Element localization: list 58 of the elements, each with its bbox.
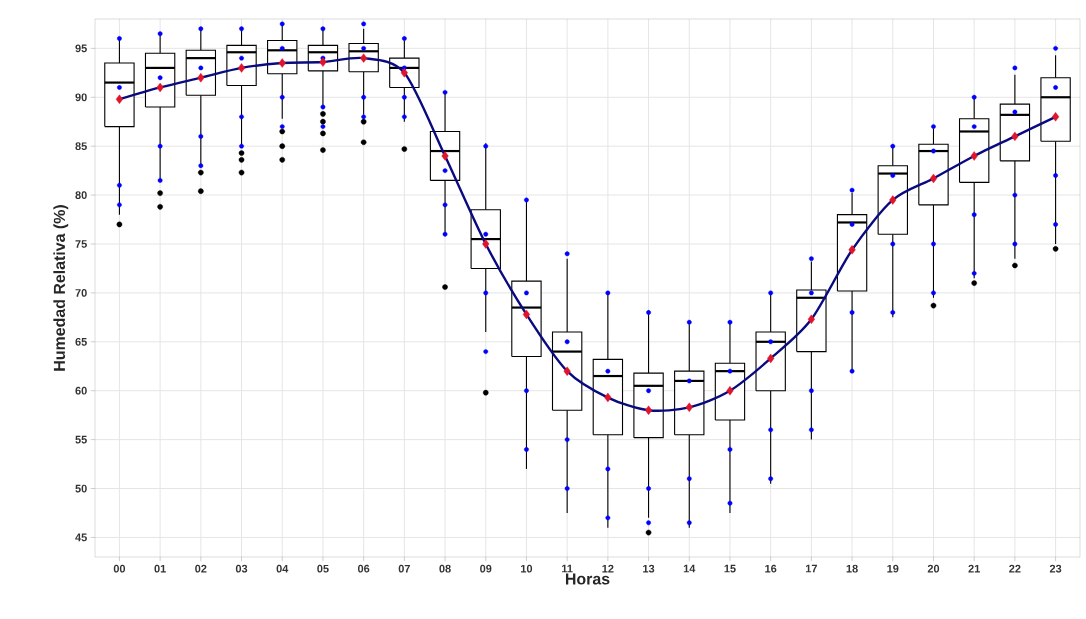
- y-tick-label: 45: [75, 533, 87, 542]
- x-tick-label: 20: [927, 564, 940, 573]
- y-tick-label: 95: [75, 44, 87, 53]
- y-tick-label: 90: [75, 93, 87, 102]
- x-tick-label: 05: [317, 564, 329, 573]
- x-tick-label: 16: [765, 564, 777, 573]
- point: [726, 386, 734, 396]
- point: [197, 73, 205, 83]
- y-axis-title: Humedad Relativa (%): [53, 205, 69, 371]
- x-tick-label: 13: [643, 564, 655, 573]
- point: [278, 58, 286, 68]
- x-tick-label: 14: [683, 564, 696, 573]
- point: [929, 173, 938, 184]
- x-tick-label: 03: [235, 564, 248, 573]
- x-tick-label: 09: [480, 564, 492, 573]
- x-tick-label: 22: [1009, 564, 1021, 573]
- point: [1011, 131, 1019, 142]
- x-tick-label: 10: [521, 564, 533, 573]
- point: [767, 353, 775, 364]
- x-tick-label: 23: [1049, 564, 1062, 573]
- x-tick-label: 21: [968, 564, 980, 573]
- point: [482, 239, 490, 249]
- y-tick-label: 80: [75, 191, 87, 199]
- y-tick-label: 55: [75, 435, 87, 444]
- point: [604, 392, 612, 403]
- y-tick-label: 60: [75, 386, 87, 395]
- point: [522, 309, 531, 320]
- point: [237, 63, 246, 73]
- point: [156, 82, 164, 93]
- x-tick-label: 01: [154, 564, 166, 573]
- point: [441, 151, 449, 161]
- point: [645, 405, 653, 415]
- x-axis-title: Horas: [565, 573, 610, 585]
- y-tick-label: 85: [75, 142, 87, 151]
- x-tick-label: 12: [602, 564, 614, 573]
- y-tick-label: 65: [75, 337, 87, 346]
- point: [889, 195, 897, 205]
- point: [970, 151, 978, 161]
- x-tick-label: 08: [439, 564, 451, 573]
- x-tick-label: 17: [805, 564, 817, 573]
- point: [807, 314, 815, 324]
- y-tick-label: 70: [75, 289, 87, 297]
- x-tick-label: 00: [113, 564, 126, 573]
- point: [685, 402, 693, 413]
- x-tick-label: 02: [195, 564, 207, 573]
- x-tick-label: 11: [562, 564, 573, 573]
- x-tick-label: 04: [276, 564, 289, 573]
- point: [115, 94, 123, 104]
- x-tick-label: 07: [398, 564, 410, 573]
- x-tick-label: 06: [357, 564, 370, 573]
- x-tick-label: 18: [846, 564, 858, 573]
- y-tick-label: 75: [75, 240, 87, 248]
- point: [563, 366, 571, 376]
- point: [1052, 112, 1060, 122]
- point: [848, 245, 856, 255]
- x-tick-label: 19: [887, 564, 899, 573]
- y-tick-label: 50: [75, 484, 87, 493]
- x-tick-label: 15: [724, 564, 736, 573]
